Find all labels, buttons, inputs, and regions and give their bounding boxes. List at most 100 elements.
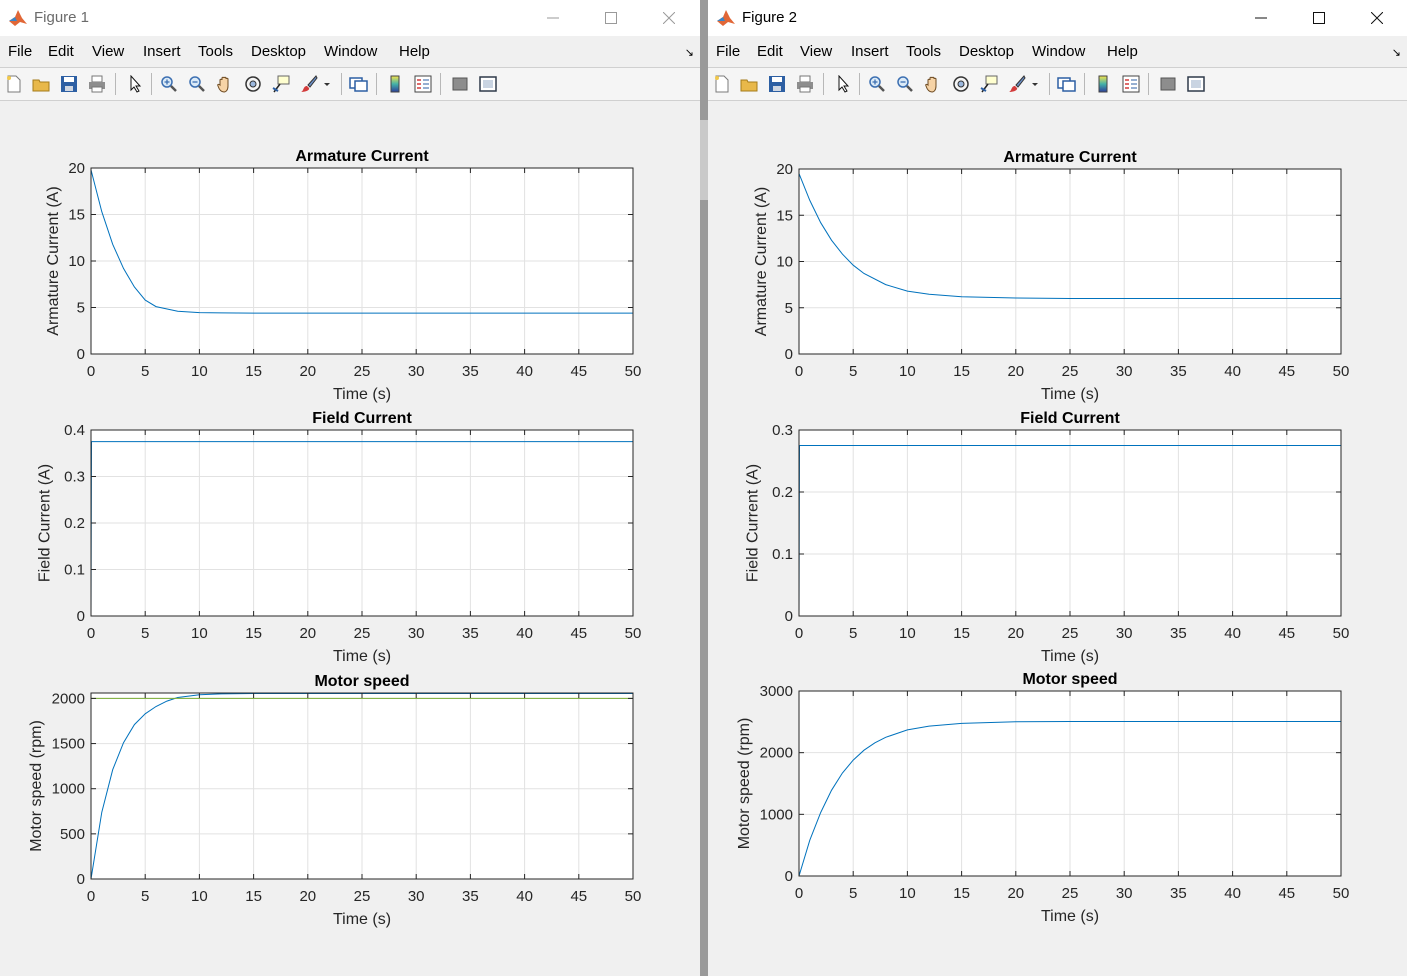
save-button[interactable] [767, 74, 787, 94]
colorbar-button[interactable] [1093, 74, 1113, 94]
zoom-out-icon [189, 76, 205, 92]
menu-tools[interactable]: Tools [906, 43, 942, 60]
y-tick-label: 20 [776, 161, 793, 178]
y-tick-label: 0.3 [772, 422, 793, 439]
zoom-out-button[interactable] [187, 74, 207, 94]
x-tick-label: 15 [245, 625, 262, 642]
background-window-scroll [700, 120, 708, 200]
save-button[interactable] [59, 74, 79, 94]
brush-button[interactable] [1007, 74, 1027, 94]
pan-button[interactable] [923, 74, 943, 94]
menu-help[interactable]: Help [1107, 43, 1138, 60]
colorbar-button[interactable] [385, 74, 405, 94]
x-tick-label: 10 [899, 363, 916, 380]
series-line-1 [798, 721, 1341, 877]
link-plot-button[interactable] [349, 74, 369, 94]
y-axis-label: Field Current (A) [745, 464, 762, 582]
x-tick-label: 0 [87, 363, 95, 380]
menu-edit[interactable]: Edit [48, 43, 74, 60]
x-tick-label: 5 [141, 888, 149, 905]
title-bar[interactable]: Figure 1 [0, 0, 700, 36]
open-file-button[interactable] [739, 74, 759, 94]
minimize-button[interactable] [530, 0, 576, 36]
legend-button[interactable] [1121, 74, 1141, 94]
maximize-button[interactable] [588, 0, 634, 36]
title-bar[interactable]: Figure 2 [708, 0, 1407, 36]
menu-window[interactable]: Window [324, 43, 378, 60]
pan-button[interactable] [215, 74, 235, 94]
menu-desktop[interactable]: Desktop [251, 43, 307, 60]
toolbar-separator [341, 73, 342, 95]
close-button[interactable] [646, 0, 692, 36]
new-figure-button[interactable] [712, 74, 732, 94]
menu-help[interactable]: Help [399, 43, 430, 60]
brush-dropdown[interactable] [1029, 74, 1041, 94]
hide-plot-tools-button[interactable] [450, 74, 470, 94]
x-tick-label: 10 [191, 363, 208, 380]
link-plot-button[interactable] [1057, 74, 1077, 94]
x-tick-label: 0 [87, 625, 95, 642]
window-title: Figure 2 [742, 9, 798, 26]
menu-view[interactable]: View [800, 43, 833, 60]
chart-3: 0 5 10 15 20 25 30 35 40 45 500500100015002000Moto… [28, 673, 641, 928]
legend-button[interactable] [413, 74, 433, 94]
dock-arrow-icon[interactable]: ↘ [1391, 47, 1401, 59]
brush-icon [1009, 75, 1026, 92]
rotate-3d-button[interactable] [951, 74, 971, 94]
x-tick-label: 40 [1224, 363, 1241, 380]
zoom-in-icon [161, 76, 177, 92]
show-plot-tools-button[interactable] [478, 74, 498, 94]
brush-dropdown[interactable] [321, 74, 333, 94]
x-tick-label: 10 [191, 625, 208, 642]
minimize-button[interactable] [1238, 0, 1284, 36]
data-cursor-button[interactable] [271, 74, 291, 94]
menu-insert[interactable]: Insert [143, 43, 181, 60]
y-tick-label: 1000 [52, 781, 85, 798]
print-button[interactable] [87, 74, 107, 94]
menu-view[interactable]: View [92, 43, 125, 60]
zoom-out-button[interactable] [895, 74, 915, 94]
edit-plot-button[interactable] [833, 74, 853, 94]
rotate-3d-button[interactable] [243, 74, 263, 94]
show-plot-tools-button[interactable] [1186, 74, 1206, 94]
menu-desktop[interactable]: Desktop [959, 43, 1015, 60]
x-tick-label: 30 [408, 363, 425, 380]
data-cursor-button[interactable] [979, 74, 999, 94]
edit-plot-button[interactable] [125, 74, 145, 94]
legend-icon [1122, 75, 1140, 93]
hide-plot-tools-button[interactable] [1158, 74, 1178, 94]
hide-plot-tools-icon [452, 77, 468, 91]
maximize-button[interactable] [1296, 0, 1342, 36]
x-tick-label: 40 [1224, 885, 1241, 902]
x-tick-label: 5 [141, 363, 149, 380]
menu-tools[interactable]: Tools [198, 43, 234, 60]
dock-arrow-icon[interactable]: ↘ [684, 47, 694, 59]
print-button[interactable] [795, 74, 815, 94]
menu-window[interactable]: Window [1032, 43, 1086, 60]
menu-file[interactable]: File [716, 43, 741, 60]
menu-insert[interactable]: Insert [851, 43, 889, 60]
brush-icon [301, 75, 318, 92]
maximize-icon [1313, 12, 1325, 24]
menu-file[interactable]: File [8, 43, 33, 60]
menu-edit[interactable]: Edit [757, 43, 783, 60]
y-axis-label: Armature Current (A) [45, 186, 62, 335]
y-tick-label: 0 [77, 871, 85, 888]
background-window-strip [700, 0, 708, 976]
close-button[interactable] [1354, 0, 1400, 36]
y-tick-label: 0 [77, 608, 85, 625]
chart-3: 0 5 10 15 20 25 30 35 40 45 50 0 1000 2000 3000 Motor s… [736, 671, 1349, 925]
zoom-in-button[interactable] [867, 74, 887, 94]
new-figure-button[interactable] [4, 74, 24, 94]
x-axis-label: Time (s) [1041, 386, 1099, 403]
y-tick-label: 500 [60, 826, 85, 843]
zoom-in-button[interactable] [159, 74, 179, 94]
figure-window-1: Figure 1 File Edit View Insert Tools Des… [0, 0, 700, 976]
brush-button[interactable] [299, 74, 319, 94]
open-file-button[interactable] [31, 74, 51, 94]
x-axis-label: Time (s) [333, 648, 391, 665]
dropdown-arrow-icon [1032, 83, 1038, 86]
series-line-1 [90, 169, 633, 354]
